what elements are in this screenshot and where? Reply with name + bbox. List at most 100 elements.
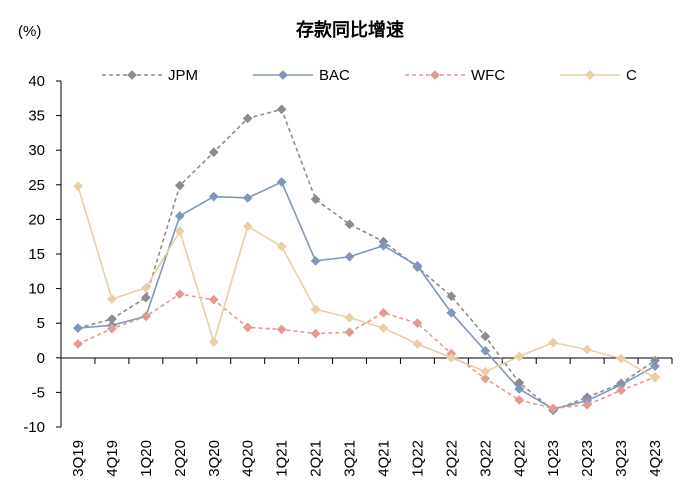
- y-tick-label: 0: [37, 350, 45, 367]
- data-point-bac: [73, 323, 83, 333]
- y-tick-label: 35: [28, 108, 45, 125]
- data-point-bac: [378, 240, 389, 251]
- data-point-bac: [174, 210, 185, 221]
- x-tick-label: 2Q20: [172, 440, 189, 477]
- x-tick-label: 4Q23: [647, 440, 664, 477]
- data-point-c: [582, 344, 593, 355]
- data-point-c: [310, 304, 321, 315]
- x-tick-label: 1Q23: [545, 440, 562, 477]
- data-point-c: [344, 312, 355, 323]
- legend-item-jpm: JPM: [102, 67, 198, 84]
- legend-label: JPM: [168, 67, 198, 84]
- x-tick-label: 3Q21: [342, 440, 359, 477]
- data-point-c: [242, 221, 253, 232]
- data-point-c: [208, 336, 219, 347]
- data-point-jpm: [174, 180, 185, 191]
- x-tick-label: 3Q19: [70, 440, 87, 477]
- y-tick-label: -10: [23, 419, 45, 436]
- data-point-bac: [650, 361, 660, 372]
- data-point-c: [73, 181, 83, 192]
- x-tick-label: 1Q21: [274, 440, 291, 477]
- data-point-c: [412, 339, 423, 349]
- y-tick-label: -5: [32, 384, 45, 401]
- data-point-wfc: [242, 322, 253, 333]
- legend-swatch-marker: [278, 70, 288, 80]
- y-tick-label: 15: [28, 246, 45, 263]
- data-point-jpm: [480, 331, 491, 342]
- data-point-bac: [480, 345, 491, 356]
- y-tick-label: 40: [28, 73, 45, 90]
- x-tick-label: 3Q20: [206, 440, 223, 477]
- x-tick-label: 1Q20: [138, 440, 155, 477]
- series-line-wfc: [77, 293, 656, 410]
- data-point-c: [514, 351, 525, 362]
- series-line-bac: [77, 180, 656, 410]
- legend-item-wfc: WFC: [405, 67, 505, 84]
- data-point-bac: [208, 191, 219, 202]
- data-point-c: [174, 226, 185, 237]
- data-point-c: [650, 372, 660, 383]
- data-point-bac: [242, 192, 253, 203]
- data-point-wfc: [344, 327, 355, 338]
- data-point-bac: [446, 307, 457, 318]
- data-point-jpm: [140, 292, 151, 303]
- legend-item-bac: BAC: [253, 67, 350, 84]
- data-point-jpm: [446, 291, 457, 302]
- data-point-wfc: [412, 318, 423, 329]
- data-point-jpm: [310, 194, 321, 205]
- data-point-wfc: [106, 323, 117, 334]
- x-tick-label: 2Q21: [308, 440, 325, 477]
- x-tick-label: 2Q22: [443, 440, 460, 477]
- data-point-wfc: [310, 328, 321, 339]
- data-point-wfc: [480, 373, 491, 384]
- x-tick-label: 4Q19: [104, 440, 121, 477]
- x-tick-label: 4Q21: [375, 440, 392, 477]
- data-point-wfc: [548, 403, 559, 414]
- data-point-jpm: [208, 147, 219, 158]
- legend-swatch-marker: [430, 70, 440, 80]
- legend-swatch-marker: [127, 70, 137, 80]
- x-tick-label: 2Q23: [579, 440, 596, 477]
- y-tick-label: 25: [28, 177, 45, 194]
- data-point-c: [616, 353, 627, 364]
- data-point-jpm: [242, 113, 253, 124]
- x-tick-label: 4Q20: [240, 440, 257, 477]
- data-point-wfc: [174, 289, 185, 300]
- x-tick-label: 3Q22: [477, 440, 494, 477]
- data-point-c: [446, 352, 457, 363]
- legend-label: WFC: [471, 67, 505, 84]
- data-point-jpm: [344, 219, 355, 230]
- y-tick-label: 20: [28, 211, 45, 228]
- series-jpm: [73, 104, 660, 416]
- series-bac: [73, 177, 660, 414]
- data-point-wfc: [208, 294, 219, 305]
- data-point-c: [378, 323, 389, 333]
- data-point-c: [140, 282, 151, 293]
- legend-item-c: C: [560, 67, 637, 84]
- series-c: [73, 181, 660, 383]
- data-point-c: [548, 337, 559, 348]
- y-tick-label: 5: [37, 315, 45, 332]
- data-point-bac: [514, 383, 525, 394]
- data-point-wfc: [582, 399, 593, 410]
- chart-title: 存款同比增速: [296, 19, 404, 41]
- data-point-c: [106, 294, 117, 304]
- legend-label: C: [626, 67, 637, 84]
- data-point-wfc: [73, 339, 83, 349]
- data-point-wfc: [514, 395, 525, 405]
- data-point-bac: [412, 260, 423, 271]
- x-tick-label: 1Q22: [409, 440, 426, 477]
- x-tick-label: 3Q23: [613, 440, 630, 477]
- data-point-wfc: [276, 324, 287, 335]
- y-tick-label: 30: [28, 142, 45, 159]
- data-point-wfc: [616, 385, 627, 396]
- y-tick-label: 10: [28, 281, 45, 298]
- data-point-bac: [310, 255, 321, 266]
- series-wfc: [73, 289, 660, 414]
- y-axis-unit-label: (%): [18, 23, 41, 40]
- data-point-bac: [344, 251, 355, 262]
- data-point-jpm: [276, 104, 287, 115]
- data-point-bac: [276, 177, 287, 187]
